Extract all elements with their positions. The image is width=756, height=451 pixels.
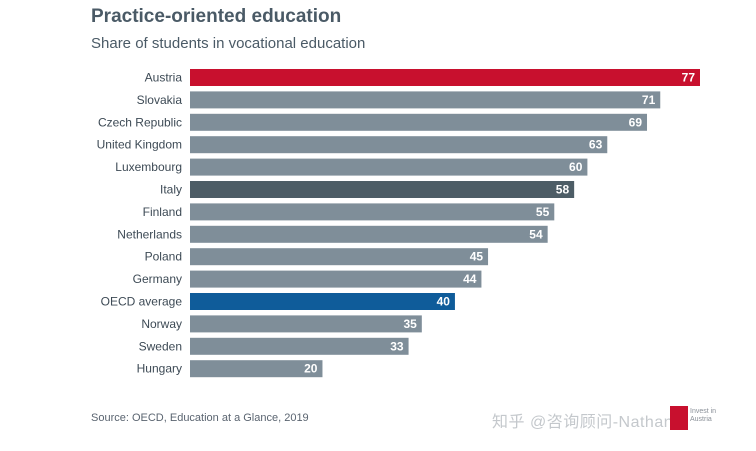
bar-hungary (190, 360, 323, 378)
category-label-poland: Poland (145, 250, 182, 264)
bar-chart: Austria 77 Slovakia 71 Czech Republic 69 Unite… (97, 69, 700, 378)
bar-norway (190, 315, 422, 333)
category-label-italy: Italy (160, 183, 182, 197)
category-label-hungary: Hungary (137, 362, 182, 376)
bar-sweden (190, 337, 409, 355)
category-label-luxembourg: Luxembourg (115, 160, 182, 174)
bar-czech-republic (190, 113, 648, 131)
value-label-norway: 35 (403, 317, 417, 331)
bar-slovakia (190, 91, 661, 109)
bar-finland (190, 203, 555, 221)
source-note: Source: OECD, Education at a Glance, 201… (91, 412, 309, 424)
logo-line-2: Austria (690, 416, 712, 423)
category-label-czech-republic: Czech Republic (98, 115, 182, 129)
category-label-netherlands: Netherlands (117, 227, 182, 241)
value-label-netherlands: 54 (529, 227, 543, 241)
invest-in-austria-logo: Invest in Austria (670, 404, 718, 434)
bar-italy (190, 181, 575, 198)
bar-germany (190, 270, 482, 288)
value-label-united-kingdom: 63 (589, 138, 603, 152)
value-label-poland: 45 (470, 250, 484, 264)
bar-austria (190, 69, 700, 86)
category-label-united-kingdom: United Kingdom (97, 138, 182, 152)
category-label-norway: Norway (141, 317, 182, 331)
value-label-slovakia: 71 (642, 93, 656, 107)
chart-subtitle: Share of students in vocational educatio… (91, 35, 366, 52)
category-label-austria: Austria (145, 71, 183, 85)
value-label-finland: 55 (536, 205, 550, 219)
category-label-sweden: Sweden (139, 339, 182, 353)
bar-luxembourg (190, 158, 588, 176)
bar-netherlands (190, 225, 548, 243)
value-label-czech-republic: 69 (629, 115, 643, 129)
logo-mark-icon (670, 406, 688, 430)
category-label-slovakia: Slovakia (137, 93, 183, 107)
watermark-text: 知乎 @咨询顾问-Nathan (492, 414, 674, 431)
value-label-italy: 58 (556, 183, 570, 197)
value-label-austria: 77 (682, 71, 696, 85)
logo-text: Invest in Austria (690, 408, 716, 424)
value-label-germany: 44 (463, 272, 477, 286)
category-label-oecd-average: OECD average (101, 295, 183, 309)
bar-united-kingdom (190, 136, 608, 154)
value-label-oecd-average: 40 (437, 295, 451, 309)
logo-line-1: Invest in (690, 408, 717, 415)
bar-oecd-average (190, 293, 455, 310)
category-label-germany: Germany (133, 272, 182, 286)
value-label-luxembourg: 60 (569, 160, 583, 174)
value-label-sweden: 33 (390, 339, 404, 353)
chart-title: Practice-oriented education (91, 6, 342, 27)
value-label-hungary: 20 (304, 362, 318, 376)
bar-poland (190, 248, 489, 266)
category-label-finland: Finland (143, 205, 182, 219)
